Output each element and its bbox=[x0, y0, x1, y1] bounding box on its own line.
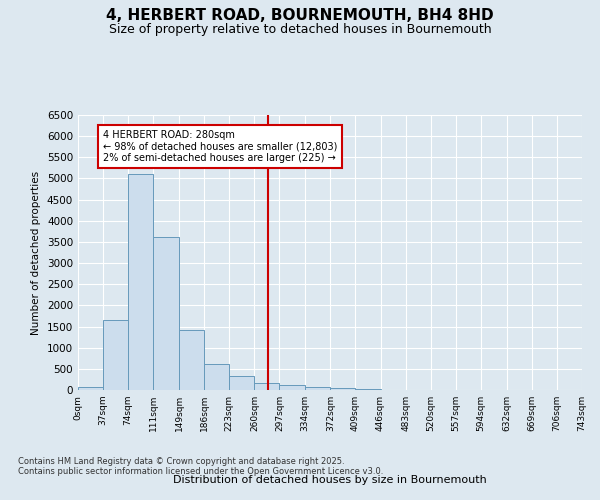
Text: Contains HM Land Registry data © Crown copyright and database right 2025.: Contains HM Land Registry data © Crown c… bbox=[18, 458, 344, 466]
Text: 4 HERBERT ROAD: 280sqm
← 98% of detached houses are smaller (12,803)
2% of semi-: 4 HERBERT ROAD: 280sqm ← 98% of detached… bbox=[103, 130, 337, 163]
Text: Distribution of detached houses by size in Bournemouth: Distribution of detached houses by size … bbox=[173, 475, 487, 485]
Bar bbox=[229, 376, 254, 390]
Bar bbox=[179, 330, 204, 390]
Text: Size of property relative to detached houses in Bournemouth: Size of property relative to detached ho… bbox=[109, 22, 491, 36]
Bar bbox=[331, 388, 355, 390]
Text: Contains public sector information licensed under the Open Government Licence v3: Contains public sector information licen… bbox=[18, 468, 383, 476]
Bar bbox=[305, 387, 331, 390]
Bar bbox=[280, 385, 305, 390]
Bar bbox=[153, 236, 179, 390]
Bar bbox=[128, 174, 153, 390]
Bar bbox=[254, 383, 280, 390]
Bar bbox=[103, 320, 128, 390]
Bar bbox=[355, 389, 380, 390]
Bar bbox=[204, 364, 229, 390]
Text: 4, HERBERT ROAD, BOURNEMOUTH, BH4 8HD: 4, HERBERT ROAD, BOURNEMOUTH, BH4 8HD bbox=[106, 8, 494, 22]
Y-axis label: Number of detached properties: Number of detached properties bbox=[31, 170, 41, 334]
Bar bbox=[78, 386, 103, 390]
